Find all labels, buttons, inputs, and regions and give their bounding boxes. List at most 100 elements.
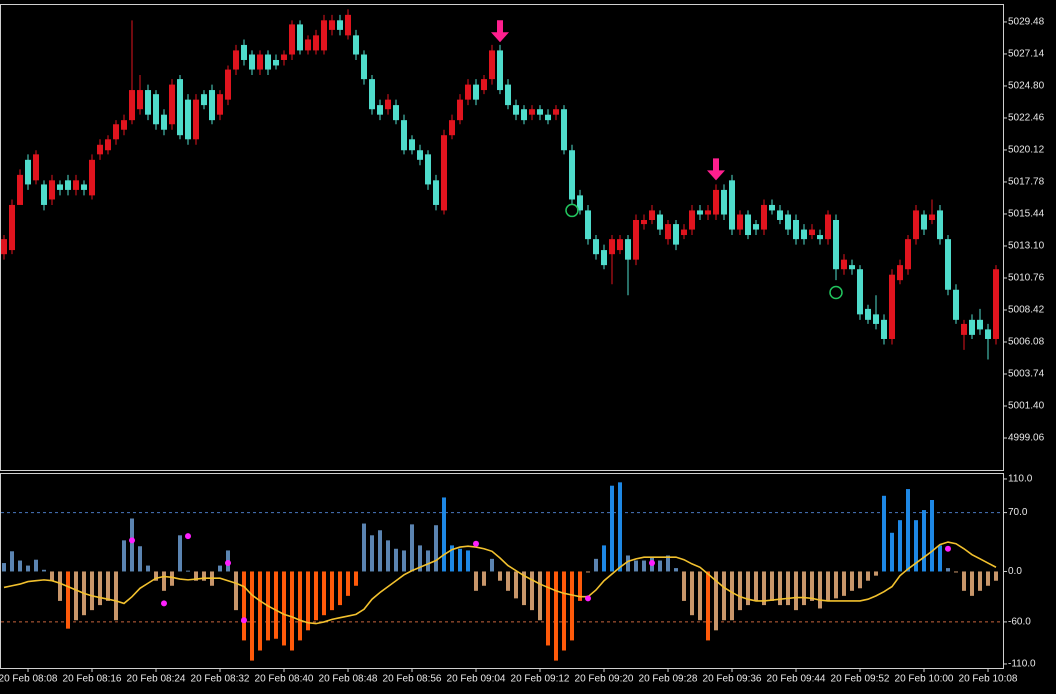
histogram-bar [826, 571, 830, 601]
histogram-bar [458, 548, 462, 572]
histogram-bar [914, 520, 918, 572]
sell-arrow [491, 20, 509, 43]
candle-body [849, 265, 855, 270]
candle-body [545, 114, 551, 121]
histogram-bar [642, 560, 646, 572]
histogram-bar [98, 571, 102, 606]
signal-dot [161, 600, 167, 607]
candle-body [929, 214, 935, 220]
candle-body [993, 269, 999, 339]
histogram-bar [426, 550, 430, 572]
histogram-bar [450, 545, 454, 572]
candle-body [873, 314, 879, 324]
price-panel-frame [0, 4, 1004, 471]
histogram-bar [970, 571, 974, 596]
histogram-bar [762, 571, 766, 606]
histogram-bar [546, 571, 550, 646]
histogram-bar [794, 571, 798, 611]
signal-dot [649, 560, 655, 567]
candle-body [361, 54, 367, 80]
histogram-bar [498, 571, 502, 581]
histogram-bar [834, 571, 838, 599]
histogram-bar [514, 571, 518, 599]
candle-body [505, 84, 511, 106]
histogram-bar [922, 510, 926, 572]
histogram-bar [778, 571, 782, 606]
x-tick-label: 20 Feb 09:12 [511, 674, 570, 685]
x-tick-label: 20 Feb 08:16 [63, 674, 122, 685]
histogram-bar [730, 571, 734, 621]
histogram-bar [810, 571, 814, 601]
candle-body [833, 219, 839, 270]
candle-body [953, 289, 959, 320]
histogram-bar [258, 571, 262, 651]
signal-circle [565, 203, 579, 218]
signal-circle [829, 285, 843, 300]
candle-body [233, 50, 239, 70]
histogram-bar [474, 571, 478, 591]
candle-body [801, 229, 807, 240]
candle-body [121, 120, 127, 130]
histogram-bar [906, 489, 910, 572]
candle-body [609, 239, 615, 255]
histogram-bar [146, 565, 150, 572]
x-tick-label: 20 Feb 10:00 [895, 674, 954, 685]
candle-body [449, 120, 455, 136]
histogram-bar [170, 571, 174, 586]
x-tick-label: 20 Feb 08:56 [383, 674, 442, 685]
candle-body [857, 269, 863, 315]
candle-body [497, 50, 503, 91]
x-tick-label: 20 Feb 09:44 [767, 674, 826, 685]
candle-body [969, 319, 975, 335]
x-tick-label: 20 Feb 08:40 [255, 674, 314, 685]
candle-body [289, 24, 295, 55]
histogram-bar [938, 545, 942, 572]
histogram-bar [2, 563, 6, 572]
histogram-bar [570, 571, 574, 641]
signal-dot [225, 560, 231, 567]
x-tick-label: 20 Feb 08:08 [0, 674, 58, 685]
histogram-bar [42, 569, 46, 572]
candle-body [337, 20, 343, 30]
histogram-bar [986, 571, 990, 586]
candle-body [201, 94, 207, 106]
y-tick-label: 5013.10 [1008, 241, 1045, 252]
candle-body [985, 329, 991, 339]
histogram-bar [858, 571, 862, 589]
histogram-bar [114, 571, 118, 621]
histogram-bar [74, 571, 78, 621]
histogram-bar [314, 571, 318, 621]
histogram-bar [490, 558, 494, 572]
histogram-bar [658, 560, 662, 572]
histogram-bar [738, 571, 742, 611]
histogram-bar [34, 559, 38, 572]
candle-body [273, 59, 279, 66]
candle-body [353, 35, 359, 55]
histogram-bar [554, 571, 558, 661]
histogram-bar [666, 555, 670, 572]
histogram-bar [818, 571, 822, 609]
candle-body [825, 214, 831, 240]
candle-body [689, 210, 695, 230]
histogram-bar [786, 571, 790, 606]
histogram-bar [242, 571, 246, 641]
candle-body [601, 250, 607, 266]
y-tick-label: 0.0 [1008, 566, 1022, 577]
signal-dot [241, 617, 247, 624]
histogram-bar [946, 568, 950, 572]
candle-body [249, 54, 255, 70]
histogram-bar [442, 497, 446, 572]
y-tick-label: 5017.78 [1008, 177, 1045, 188]
candle-body [225, 69, 231, 100]
histogram-bar [722, 571, 726, 621]
histogram-bar [842, 571, 846, 596]
y-tick-label: 5008.42 [1008, 305, 1045, 316]
candle-body [937, 210, 943, 240]
histogram-bar [354, 571, 358, 586]
candle-body [577, 195, 583, 211]
candle-body [433, 180, 439, 205]
candle-body [113, 124, 119, 140]
candle-body [633, 219, 639, 260]
histogram-bar [978, 571, 982, 591]
candle-body [961, 323, 967, 335]
